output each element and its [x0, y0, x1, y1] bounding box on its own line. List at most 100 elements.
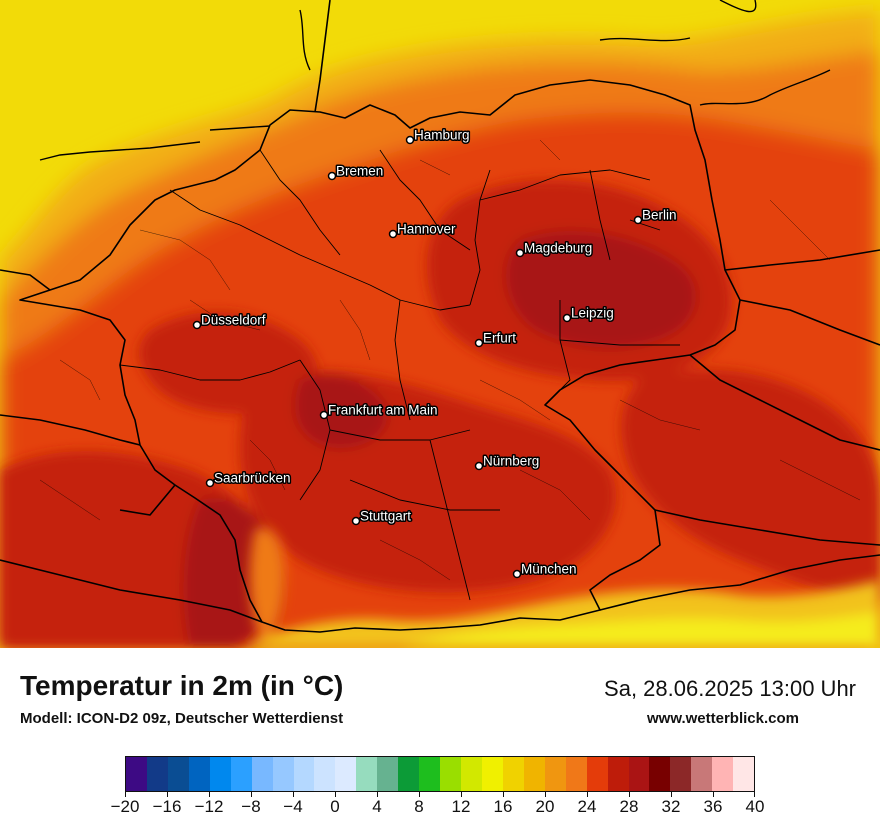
website-link[interactable]: www.wetterblick.com [647, 710, 799, 727]
colorbar-tick-label: 16 [493, 797, 513, 816]
city-dot [388, 229, 398, 239]
city-marker-nürnberg[interactable]: Nürnberg [474, 452, 541, 471]
colorbar-segment [586, 757, 608, 791]
extreme-area-core [505, 230, 697, 348]
colorbar-tick-label: 36 [703, 797, 723, 816]
colorbar-tick [125, 792, 126, 797]
colorbar-tick-label: 4 [372, 797, 382, 816]
city-marker-bremen[interactable]: Bremen [327, 162, 385, 181]
colorbar-tick [167, 792, 168, 797]
colorbar-tick-label: 12 [451, 797, 471, 816]
colorbar-segment [146, 757, 168, 791]
city-dot [205, 478, 215, 488]
city-marker-hamburg[interactable]: Hamburg [405, 126, 471, 145]
colorbar-tick-label: −12 [194, 797, 224, 816]
colorbar-tick [671, 792, 672, 797]
city-label: Magdeburg [524, 241, 592, 256]
model-info: Modell: ICON-D2 09z, Deutscher Wetterdie… [20, 710, 344, 727]
city-marker-berlin[interactable]: Berlin [633, 206, 678, 225]
colorbar-segment [167, 757, 189, 791]
city-dot [192, 320, 202, 330]
city-marker-frankfurt-am-main[interactable]: Frankfurt am Main [319, 401, 439, 420]
city-label: Hamburg [414, 128, 470, 143]
colorbar-tick [629, 792, 630, 797]
city-label: Frankfurt am Main [328, 403, 438, 418]
colorbar-tick [713, 792, 714, 797]
temperature-map[interactable]: Hamburg Bremen Berlin Hannover Magdeburg Düss… [0, 0, 880, 648]
forecast-datetime: Sa, 28.06.2025 13:00 Uhr [604, 676, 856, 701]
city-label: Hannover [397, 222, 456, 237]
city-marker-saarbrücken[interactable]: Saarbrücken [205, 469, 292, 488]
colorbar-segment [209, 757, 231, 791]
colorbar-tick [209, 792, 210, 797]
city-label: Saarbrücken [214, 471, 291, 486]
colorbar-segment [335, 757, 357, 791]
city-label: Stuttgart [360, 509, 411, 524]
state-borders [119, 149, 680, 601]
city-marker-hannover[interactable]: Hannover [388, 220, 458, 239]
colorbar-tick-label: 28 [619, 797, 639, 816]
black-forest-cool [249, 527, 285, 640]
city-label: Erfurt [483, 331, 516, 346]
colorbar-tick [754, 792, 755, 797]
colorbar-segment [481, 757, 503, 791]
colorbar-tick [587, 792, 588, 797]
colorbar-segment [126, 757, 147, 791]
city-label: Leipzig [571, 306, 614, 321]
colorbar-segment [440, 757, 461, 791]
colorbar-tick [545, 792, 546, 797]
colorbar-tick-label: 0 [330, 797, 340, 816]
city-dot [405, 135, 415, 145]
colorbar-segment [691, 757, 713, 791]
city-marker-magdeburg[interactable]: Magdeburg [515, 239, 594, 258]
colorbar-ticks: −20 −16 −12 −8 −4 0 4 8 12 16 20 24 28 32 36 40 [111, 792, 764, 822]
colorbar-tick-label: −8 [241, 797, 261, 816]
colorbar-segment [461, 757, 482, 791]
colorbar-segment [502, 757, 524, 791]
city-marker-leipzig[interactable]: Leipzig [562, 304, 615, 323]
city-label: Nürnberg [483, 454, 539, 469]
colorbar-tick [293, 792, 294, 797]
colorbar-segment [398, 757, 420, 791]
colorbar-segment [712, 757, 734, 791]
colorbar-segment [356, 757, 378, 791]
colorbar-tick [251, 792, 252, 797]
colorbar-segment [523, 757, 545, 791]
colorbar-tick-label: −20 [110, 797, 140, 816]
city-marker-erfurt[interactable]: Erfurt [474, 329, 518, 348]
colorbar-tick-label: −4 [283, 797, 303, 816]
colorbar-tick [461, 792, 462, 797]
colorbar-segment [607, 757, 629, 791]
colorbar-segment [628, 757, 650, 791]
city-dot [515, 248, 525, 258]
colorbar-segment [544, 757, 566, 791]
city-dot [633, 215, 643, 225]
temperature-colorbar [125, 756, 755, 792]
colorbar-tick-label: 20 [535, 797, 555, 816]
colorbar-segment [377, 757, 399, 791]
colorbar-tick-label: 40 [745, 797, 765, 816]
city-label: Düsseldorf [201, 313, 266, 328]
city-label: Bremen [336, 164, 383, 179]
colorbar-segment [188, 757, 210, 791]
colorbar-segment [419, 757, 441, 791]
extreme-area-frankfurt [294, 374, 388, 449]
colorbar-tick [419, 792, 420, 797]
city-dot [327, 171, 337, 181]
district-borders [39, 139, 861, 581]
colorbar-segment [314, 757, 336, 791]
colorbar-tick [503, 792, 504, 797]
city-marker-stuttgart[interactable]: Stuttgart [351, 507, 413, 526]
city-marker-düsseldorf[interactable]: Düsseldorf [192, 311, 267, 330]
colorbar-segment [272, 757, 294, 791]
colorbar-segment [293, 757, 315, 791]
city-dot [351, 516, 361, 526]
city-label: München [521, 562, 577, 577]
city-marker-münchen[interactable]: München [512, 560, 578, 579]
colorbar-tick [377, 792, 378, 797]
colorbar-tick [335, 792, 336, 797]
city-dot [562, 313, 572, 323]
colorbar-segment [670, 757, 692, 791]
colorbar-segment [251, 757, 273, 791]
colorbar-tick-label: −16 [152, 797, 182, 816]
